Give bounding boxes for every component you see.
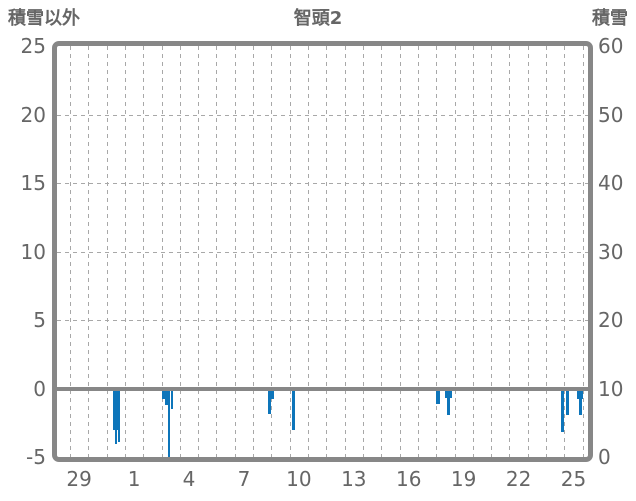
vertical-gridline xyxy=(546,46,548,457)
data-bar xyxy=(435,388,441,404)
data-bar xyxy=(561,388,564,432)
vertical-gridline xyxy=(234,46,236,457)
vertical-gridline xyxy=(436,46,438,457)
vertical-gridline xyxy=(362,46,364,457)
left-axis-tick-label: 5 xyxy=(33,308,46,332)
x-axis-tick-label: 19 xyxy=(450,467,477,491)
x-axis-tick-label: 22 xyxy=(505,467,532,491)
vertical-gridline xyxy=(216,46,218,457)
vertical-gridline xyxy=(399,46,401,457)
vertical-gridline xyxy=(344,46,346,457)
vertical-gridline xyxy=(509,46,511,457)
vertical-gridline xyxy=(289,46,291,457)
horizontal-gridline xyxy=(57,320,588,321)
vertical-gridline xyxy=(143,46,145,457)
vertical-gridline xyxy=(308,46,310,457)
vertical-gridline xyxy=(70,46,71,457)
vertical-gridline xyxy=(271,46,273,457)
right-axis-tick-label: 30 xyxy=(598,239,624,264)
vertical-gridline xyxy=(179,46,181,457)
data-bar xyxy=(270,388,274,399)
vertical-gridline xyxy=(124,46,126,457)
x-axis-tick-label: 13 xyxy=(341,467,367,491)
left-axis-tick-label: 10 xyxy=(20,239,46,264)
data-bar xyxy=(291,388,295,431)
vertical-gridline xyxy=(198,46,200,457)
x-axis-tick-label: 25 xyxy=(560,467,587,491)
right-axis-tick-label: 40 xyxy=(598,171,624,195)
data-bar xyxy=(566,388,569,416)
vertical-gridline xyxy=(491,46,493,457)
vertical-gridline xyxy=(417,46,419,457)
data-bar xyxy=(116,388,118,430)
right-axis-tick-label: 0 xyxy=(598,445,611,469)
x-axis-tick-label: 4 xyxy=(182,467,196,491)
left-axis-tick-label: 25 xyxy=(20,34,46,58)
data-bar xyxy=(112,388,115,430)
data-bar xyxy=(582,388,584,399)
left-axis-tick-label: -5 xyxy=(26,445,46,469)
right-axis-tick-label: 60 xyxy=(598,34,624,58)
data-bar xyxy=(170,388,173,410)
plot-area xyxy=(57,46,588,457)
data-bar xyxy=(117,388,120,442)
data-bar xyxy=(577,388,579,399)
chart-title: 智頭2 xyxy=(293,8,343,29)
horizontal-gridline xyxy=(57,183,588,184)
x-axis-tick-label: 10 xyxy=(286,467,312,491)
left-axis-tick-label: 15 xyxy=(20,171,46,195)
left-axis-tick-label: 20 xyxy=(20,102,46,127)
data-bar xyxy=(164,388,168,405)
horizontal-gridline xyxy=(57,115,588,116)
data-bar xyxy=(167,388,171,457)
vertical-gridline xyxy=(472,46,474,457)
data-bar xyxy=(579,388,582,416)
zero-line xyxy=(57,386,588,391)
vertical-gridline xyxy=(161,46,163,457)
vertical-gridline xyxy=(381,46,383,457)
vertical-gridline xyxy=(564,46,566,457)
vertical-gridline xyxy=(527,46,529,457)
vertical-gridline xyxy=(454,46,456,457)
data-bar xyxy=(268,388,271,414)
data-bar xyxy=(114,388,117,444)
right-axis-tick-label: 50 xyxy=(598,102,624,127)
right-axis-title: 積雪 xyxy=(592,8,628,29)
plot-frame xyxy=(52,41,593,462)
horizontal-gridline xyxy=(57,252,588,253)
vertical-gridline xyxy=(88,46,90,457)
data-bar xyxy=(447,388,450,416)
x-axis-tick-label: 7 xyxy=(237,467,251,491)
vertical-gridline xyxy=(326,46,328,457)
left-axis-title: 積雪以外 xyxy=(8,8,80,29)
data-bar xyxy=(445,388,447,399)
x-axis-tick-label: 16 xyxy=(396,467,422,491)
right-axis-tick-label: 20 xyxy=(598,308,624,332)
vertical-gridline xyxy=(582,46,584,457)
data-bar xyxy=(450,388,452,399)
data-bar xyxy=(162,388,165,400)
left-axis-tick-label: 0 xyxy=(33,376,46,401)
right-axis-tick-label: 10 xyxy=(598,376,624,401)
vertical-gridline xyxy=(106,46,108,457)
x-axis-tick-label: 1 xyxy=(127,467,141,491)
vertical-gridline xyxy=(253,46,255,457)
x-axis-tick-label: 29 xyxy=(66,467,92,491)
